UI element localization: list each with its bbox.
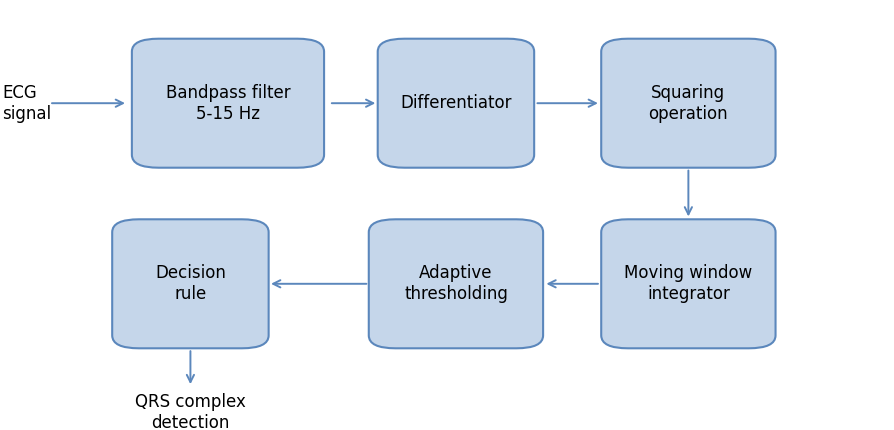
Text: Moving window
integrator: Moving window integrator	[624, 264, 753, 303]
Text: Squaring
operation: Squaring operation	[648, 84, 729, 123]
FancyBboxPatch shape	[368, 219, 543, 348]
FancyBboxPatch shape	[113, 219, 268, 348]
FancyBboxPatch shape	[377, 39, 534, 168]
FancyBboxPatch shape	[132, 39, 325, 168]
FancyBboxPatch shape	[601, 39, 775, 168]
Text: Bandpass filter
5-15 Hz: Bandpass filter 5-15 Hz	[165, 84, 291, 123]
Text: ECG
signal: ECG signal	[3, 84, 51, 123]
Text: Adaptive
thresholding: Adaptive thresholding	[404, 264, 508, 303]
Text: QRS complex
detection: QRS complex detection	[135, 393, 246, 430]
Text: Decision
rule: Decision rule	[155, 264, 226, 303]
FancyBboxPatch shape	[601, 219, 775, 348]
Text: Differentiator: Differentiator	[401, 94, 511, 112]
